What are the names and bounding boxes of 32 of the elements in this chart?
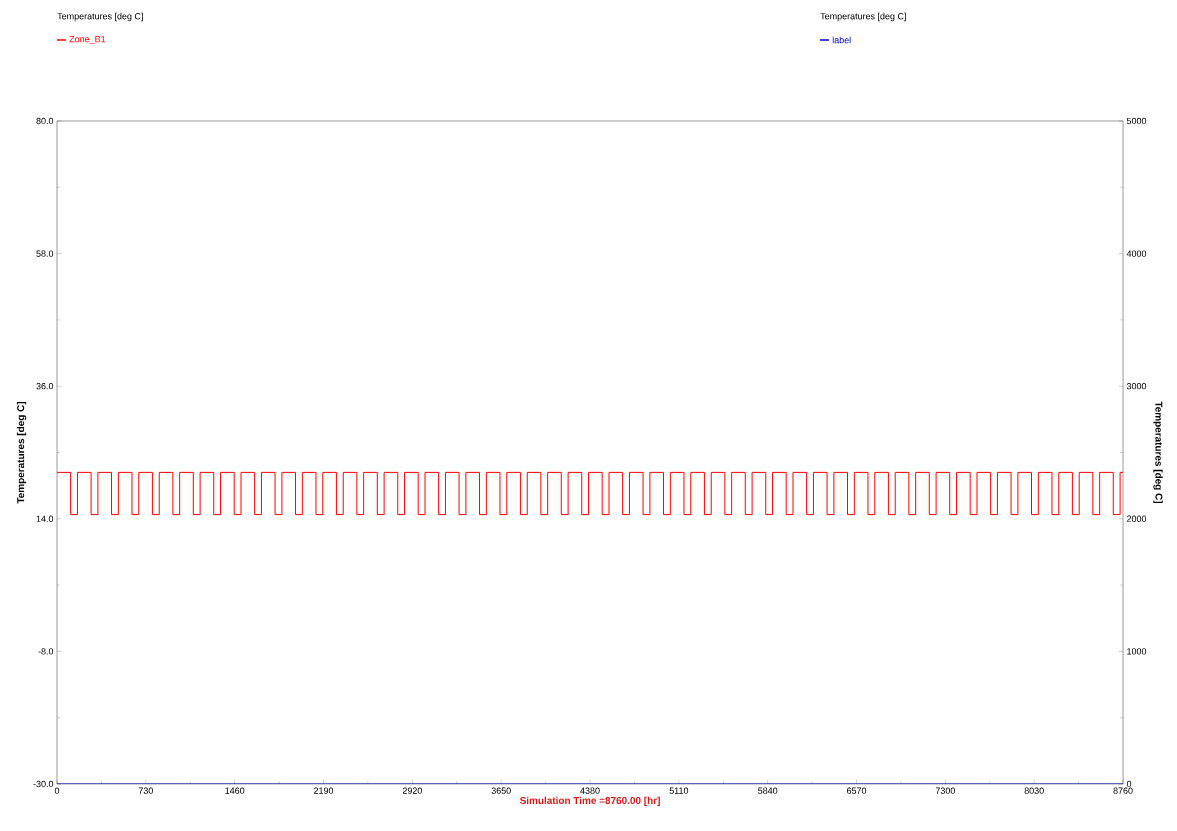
text: Temperatures [deg C] (820, 12, 906, 22)
x-tick-label: 1460 (225, 787, 245, 794)
y-tick-label: 80.0 (36, 117, 54, 125)
x-tick-label: 3650 (491, 787, 511, 794)
legend-title: Temperatures [deg C] (57, 12, 143, 22)
y-tick-label: -30.0 (33, 780, 54, 788)
y-tick-label: -8.0 (38, 648, 54, 655)
x-tick-label: 2920 (402, 787, 422, 794)
y2-axis-title: Temperatures [deg C] (1153, 401, 1163, 504)
legend-label: label (832, 36, 851, 44)
y-tick-label: 58.0 (36, 250, 54, 257)
x-tick-label: 5840 (758, 787, 778, 794)
x-tick-label: 8030 (1024, 787, 1044, 794)
x-tick-label: 2190 (313, 787, 334, 794)
x-tick-label: 0 (54, 787, 60, 794)
y-tick-label: 36.0 (36, 383, 54, 390)
y2-tick-label: 5000 (1126, 117, 1147, 125)
y-tick-label: 14.0 (36, 515, 54, 522)
x-tick-label: 5110 (669, 787, 689, 794)
y2-tick-label: 4000 (1126, 250, 1147, 257)
y2-tick-label: 3000 (1126, 383, 1147, 390)
x-tick-label: 8760 (1113, 787, 1133, 794)
x-tick-label: 4380 (580, 787, 600, 794)
y2-tick-label: 2000 (1126, 515, 1147, 522)
y2-tick-label: 1000 (1127, 648, 1147, 655)
x-tick-label: 7300 (935, 787, 955, 794)
x-tick-label: 730 (138, 787, 153, 794)
y-axis-title: Temperatures [deg C] (16, 401, 27, 504)
x-tick-label: 6570 (847, 787, 867, 794)
legend-label: Zone_B1 (69, 36, 106, 44)
x-axis-title: Simulation Time =8760.00 [hr] (519, 796, 660, 806)
y2-tick-label: 0 (1126, 780, 1132, 788)
